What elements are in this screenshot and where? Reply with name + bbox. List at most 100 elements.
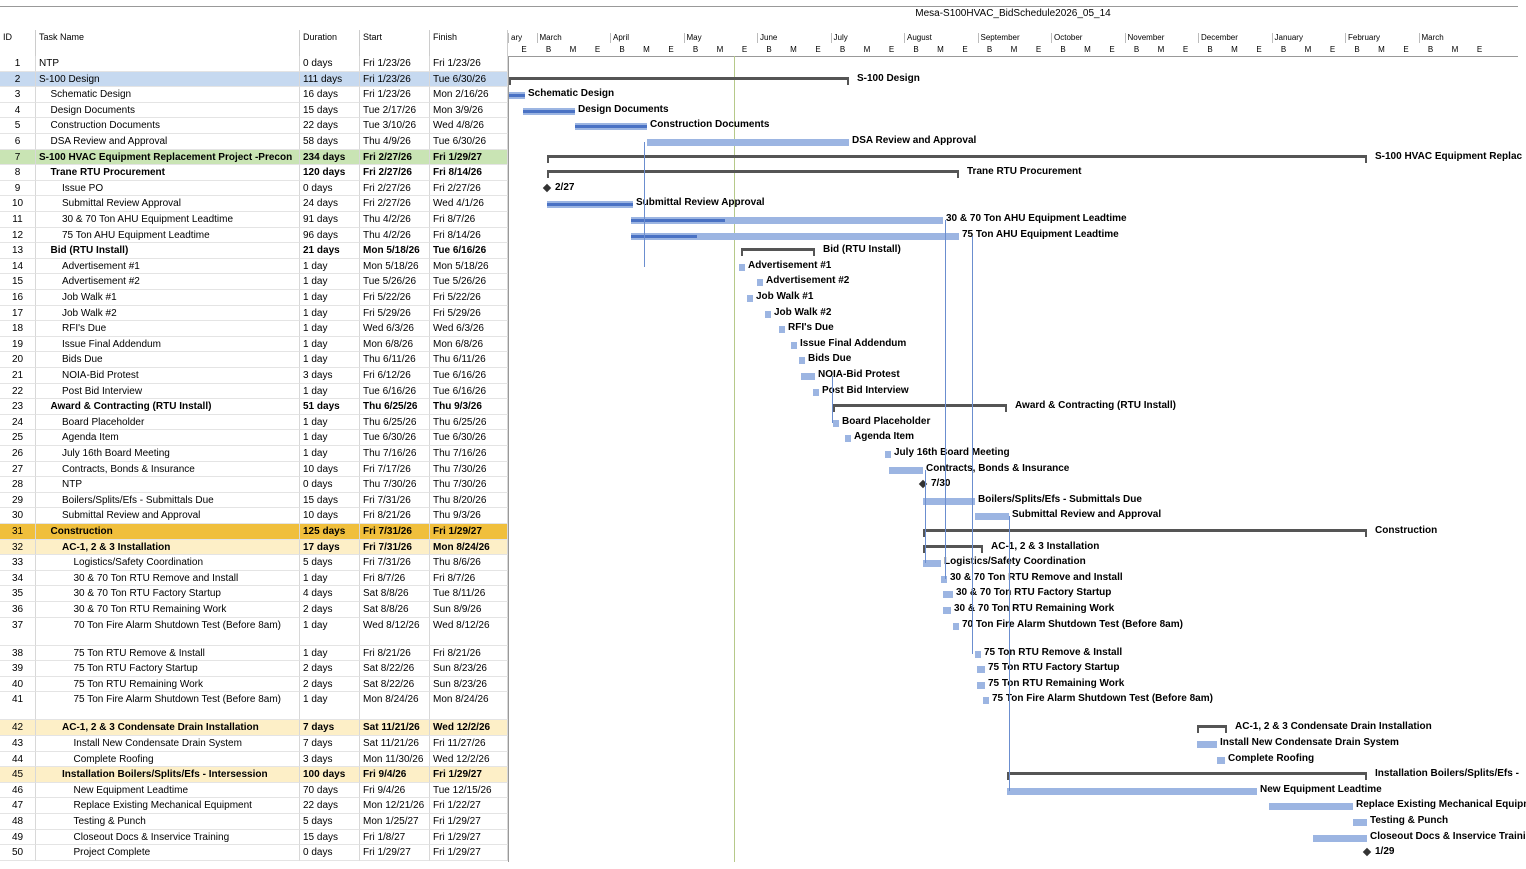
task-row[interactable]: 9 Issue PO 0 days Fri 2/27/26 Fri 2/27/26 — [0, 180, 508, 197]
task-row[interactable]: 7 S-100 HVAC Equipment Replacement Projec… — [0, 149, 508, 166]
task-row[interactable]: 47 Replace Existing Mechanical Equipment 2… — [0, 798, 508, 814]
task-bar[interactable] — [977, 681, 985, 689]
task-bar[interactable] — [953, 622, 959, 630]
task-row[interactable]: 19 Issue Final Addendum 1 day Mon 6/8/26 Mon… — [0, 336, 508, 353]
task-bar[interactable] — [647, 139, 849, 146]
task-row[interactable]: 8 Trane RTU Procurement 120 days Fri 2/27/2… — [0, 165, 508, 181]
task-bar[interactable] — [791, 341, 797, 349]
task-bar[interactable] — [975, 650, 981, 658]
task-row[interactable]: 41 75 Ton Fire Alarm Shutdown Test (Befor… — [0, 692, 508, 721]
task-row[interactable]: 15 Advertisement #2 1 day Tue 5/26/26 Tue 5/… — [0, 274, 508, 290]
task-bar[interactable] — [983, 697, 989, 705]
task-bar[interactable] — [885, 451, 891, 458]
task-row[interactable]: 3 Schematic Design 16 days Fri 1/23/26 Mon 2… — [0, 87, 508, 103]
task-row[interactable]: 20 Bids Due 1 day Thu 6/11/26 Thu 6/11/26 — [0, 352, 508, 368]
task-bar[interactable] — [889, 466, 923, 474]
summary-bar[interactable] — [1007, 772, 1367, 781]
task-bar[interactable] — [941, 575, 947, 583]
task-bar[interactable] — [575, 123, 647, 131]
task-row[interactable]: 24 Board Placeholder 1 day Thu 6/25/26 Thu 6… — [0, 414, 508, 431]
task-row[interactable]: 40 75 Ton RTU Remaining Work 2 days Sat 8/2… — [0, 676, 508, 693]
task-row[interactable]: 6 DSA Review and Approval 58 days Thu 4/9/2… — [0, 134, 508, 150]
task-row[interactable]: 1 NTP 0 days Fri 1/23/26 Fri 1/23/26 — [0, 56, 508, 72]
summary-bar[interactable] — [547, 154, 1367, 163]
task-bar[interactable] — [739, 263, 745, 271]
task-bar[interactable] — [943, 591, 953, 599]
task-bar[interactable] — [1217, 756, 1225, 764]
col-header-finish[interactable]: Finish — [430, 30, 508, 56]
summary-bar[interactable] — [923, 544, 983, 553]
task-row[interactable]: 16 Job Walk #1 1 day Fri 5/22/26 Fri 5/22/26 — [0, 290, 508, 306]
task-row[interactable]: 27 Contracts, Bonds & Insurance 10 days Fri… — [0, 461, 508, 478]
summary-bar[interactable] — [923, 529, 1367, 537]
task-row[interactable]: 26 July 16th Board Meeting 1 day Thu 7/16/2… — [0, 446, 508, 462]
task-row[interactable]: 39 75 Ton RTU Factory Startup 2 days Sat 8/… — [0, 661, 508, 677]
task-row[interactable]: 48 Testing & Punch 5 days Mon 1/25/27 Fri 1/… — [0, 814, 508, 830]
task-bar[interactable] — [943, 607, 951, 614]
task-bar[interactable] — [799, 357, 805, 365]
task-row[interactable]: 17 Job Walk #2 1 day Fri 5/29/26 Fri 5/29/26 — [0, 305, 508, 322]
task-row[interactable]: 45 Installation Boilers/Splits/Efs - Inte… — [0, 767, 508, 783]
task-row[interactable]: 25 Agenda Item 1 day Tue 6/30/26 Tue 6/30/26 — [0, 430, 508, 446]
task-row[interactable]: 10 Submittal Review Approval 24 days Fri 2/… — [0, 196, 508, 212]
task-bar[interactable] — [977, 666, 985, 674]
task-row[interactable]: 12 75 Ton AHU Equipment Leadtime 96 days Th… — [0, 227, 508, 244]
task-row[interactable]: 13 Bid (RTU Install) 21 days Mon 5/18/26 Tue… — [0, 243, 508, 259]
task-row[interactable]: 38 75 Ton RTU Remove & Install 1 day Fri 8/… — [0, 645, 508, 662]
summary-bar[interactable] — [1197, 725, 1227, 734]
task-row[interactable]: 30 Submittal Review and Approval 10 days Fr… — [0, 508, 508, 524]
task-bar[interactable] — [975, 513, 1009, 521]
summary-bar[interactable] — [509, 76, 849, 85]
task-row[interactable]: 35 30 & 70 Ton RTU Factory Startup 4 days S… — [0, 586, 508, 602]
task-row[interactable]: 44 Complete Roofing 3 days Mon 11/30/26 Wed … — [0, 751, 508, 768]
task-row[interactable]: 5 Construction Documents 22 days Tue 3/10/2… — [0, 118, 508, 134]
milestone-diamond[interactable] — [1362, 847, 1372, 857]
task-row[interactable]: 34 30 & 70 Ton RTU Remove and Install 1 da… — [0, 570, 508, 587]
task-bar[interactable] — [813, 388, 819, 396]
task-bar[interactable] — [631, 217, 943, 224]
task-bar[interactable] — [1197, 741, 1217, 748]
task-bar[interactable] — [765, 310, 771, 318]
task-row[interactable]: 14 Advertisement #1 1 day Mon 5/18/26 Mon 5/… — [0, 258, 508, 275]
task-bar[interactable] — [1313, 834, 1367, 842]
task-bar[interactable] — [509, 92, 525, 100]
task-row[interactable]: 43 Install New Condensate Drain System 7 d… — [0, 736, 508, 752]
task-bar[interactable] — [523, 107, 575, 115]
task-row[interactable]: 33 Logistics/Safety Coordination 5 days Fri… — [0, 555, 508, 571]
task-row[interactable]: 2 S-100 Design 111 days Fri 1/23/26 Tue 6/30… — [0, 71, 508, 88]
task-row[interactable]: 22 Post Bid Interview 1 day Tue 6/16/26 Tue … — [0, 383, 508, 400]
col-header-id[interactable]: ID — [0, 30, 36, 56]
task-bar[interactable] — [747, 295, 753, 302]
task-bar[interactable] — [845, 435, 851, 443]
task-row[interactable]: 4 Design Documents 15 days Tue 2/17/26 Mon 3… — [0, 102, 508, 119]
task-row[interactable]: 42 AC-1, 2 & 3 Condensate Drain Installat… — [0, 720, 508, 736]
task-bar[interactable] — [631, 232, 959, 240]
summary-bar[interactable] — [833, 404, 1007, 413]
task-row[interactable]: 28 NTP 0 days Thu 7/30/26 Thu 7/30/26 — [0, 477, 508, 493]
task-row[interactable]: 31 Construction 125 days Fri 7/31/26 Fri 1/2… — [0, 524, 508, 540]
task-bar[interactable] — [1007, 787, 1257, 795]
task-row[interactable]: 18 RFI's Due 1 day Wed 6/3/26 Wed 6/3/26 — [0, 321, 508, 337]
task-row[interactable]: 36 30 & 70 Ton RTU Remaining Work 2 days Sa… — [0, 602, 508, 618]
task-bar[interactable] — [833, 419, 839, 427]
summary-bar[interactable] — [547, 170, 959, 179]
milestone-diamond[interactable] — [542, 183, 552, 193]
task-bar[interactable] — [801, 373, 815, 380]
task-bar[interactable] — [779, 326, 785, 334]
task-row[interactable]: 50 Project Complete 0 days Fri 1/29/27 Fri 1… — [0, 845, 508, 861]
task-row[interactable]: 49 Closeout Docs & Inservice Training 15 d… — [0, 829, 508, 846]
summary-bar[interactable] — [741, 248, 815, 257]
task-bar[interactable] — [923, 560, 941, 568]
task-row[interactable]: 32 AC-1, 2 & 3 Installation 17 days Fri 7/3… — [0, 539, 508, 556]
task-row[interactable]: 11 30 & 70 Ton AHU Equipment Leadtime 91 d… — [0, 212, 508, 228]
task-row[interactable]: 21 NOIA-Bid Protest 3 days Fri 6/12/26 Tue 6… — [0, 368, 508, 384]
col-header-start[interactable]: Start — [360, 30, 430, 56]
task-bar[interactable] — [757, 279, 763, 287]
task-bar[interactable] — [1269, 803, 1353, 811]
task-bar[interactable] — [923, 497, 975, 505]
task-row[interactable]: 23 Award & Contracting (RTU Install) 51 da… — [0, 399, 508, 415]
task-bar[interactable] — [547, 201, 633, 209]
col-header-duration[interactable]: Duration — [300, 30, 360, 56]
task-row[interactable]: 46 New Equipment Leadtime 70 days Fri 9/4/2… — [0, 782, 508, 799]
task-row[interactable]: 37 70 Ton Fire Alarm Shutdown Test (Befor… — [0, 617, 508, 646]
